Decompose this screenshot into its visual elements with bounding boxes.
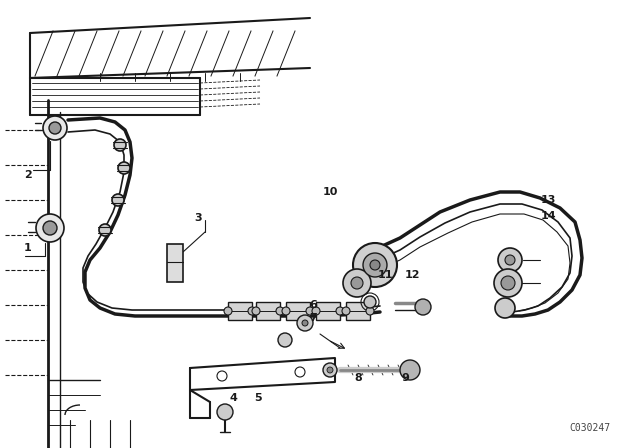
Circle shape xyxy=(498,248,522,272)
Circle shape xyxy=(217,371,227,381)
Circle shape xyxy=(327,367,333,373)
Circle shape xyxy=(118,162,130,174)
Circle shape xyxy=(363,253,387,277)
Circle shape xyxy=(415,299,431,315)
Circle shape xyxy=(114,139,126,151)
Circle shape xyxy=(43,221,57,235)
Text: 2: 2 xyxy=(24,170,32,180)
Circle shape xyxy=(248,307,256,315)
Circle shape xyxy=(49,122,61,134)
Text: 11: 11 xyxy=(377,270,393,280)
Text: 5: 5 xyxy=(254,393,262,403)
Circle shape xyxy=(400,360,420,380)
Circle shape xyxy=(370,260,380,270)
Circle shape xyxy=(494,269,522,297)
Circle shape xyxy=(302,320,308,326)
Circle shape xyxy=(99,224,111,236)
Text: 1: 1 xyxy=(24,243,32,253)
Circle shape xyxy=(342,307,350,315)
Text: 10: 10 xyxy=(323,187,338,197)
Bar xyxy=(346,302,370,320)
Circle shape xyxy=(252,307,260,315)
Circle shape xyxy=(364,296,376,308)
Circle shape xyxy=(353,243,397,287)
Circle shape xyxy=(36,214,64,242)
Circle shape xyxy=(295,367,305,377)
Bar xyxy=(256,302,280,320)
Circle shape xyxy=(276,307,284,315)
Circle shape xyxy=(112,194,124,206)
Circle shape xyxy=(278,333,292,347)
Circle shape xyxy=(336,307,344,315)
Bar xyxy=(228,302,252,320)
Circle shape xyxy=(282,307,290,315)
Circle shape xyxy=(501,276,515,290)
Text: 6: 6 xyxy=(309,300,317,310)
Text: 12: 12 xyxy=(404,270,420,280)
Text: C030247: C030247 xyxy=(570,423,611,433)
Bar xyxy=(286,302,310,320)
Circle shape xyxy=(306,307,314,315)
Bar xyxy=(167,244,183,282)
Circle shape xyxy=(312,307,320,315)
Circle shape xyxy=(343,269,371,297)
Text: 13: 13 xyxy=(540,195,556,205)
Text: 9: 9 xyxy=(401,373,409,383)
Circle shape xyxy=(351,277,363,289)
Text: 7: 7 xyxy=(309,313,317,323)
Circle shape xyxy=(505,255,515,265)
Circle shape xyxy=(366,307,374,315)
Circle shape xyxy=(495,298,515,318)
Circle shape xyxy=(217,404,233,420)
Circle shape xyxy=(297,315,313,331)
Circle shape xyxy=(323,363,337,377)
Text: 8: 8 xyxy=(354,373,362,383)
Circle shape xyxy=(224,307,232,315)
Bar xyxy=(316,302,340,320)
Text: 4: 4 xyxy=(229,393,237,403)
Circle shape xyxy=(43,116,67,140)
Text: 14: 14 xyxy=(540,211,556,221)
Text: 3: 3 xyxy=(194,213,202,223)
